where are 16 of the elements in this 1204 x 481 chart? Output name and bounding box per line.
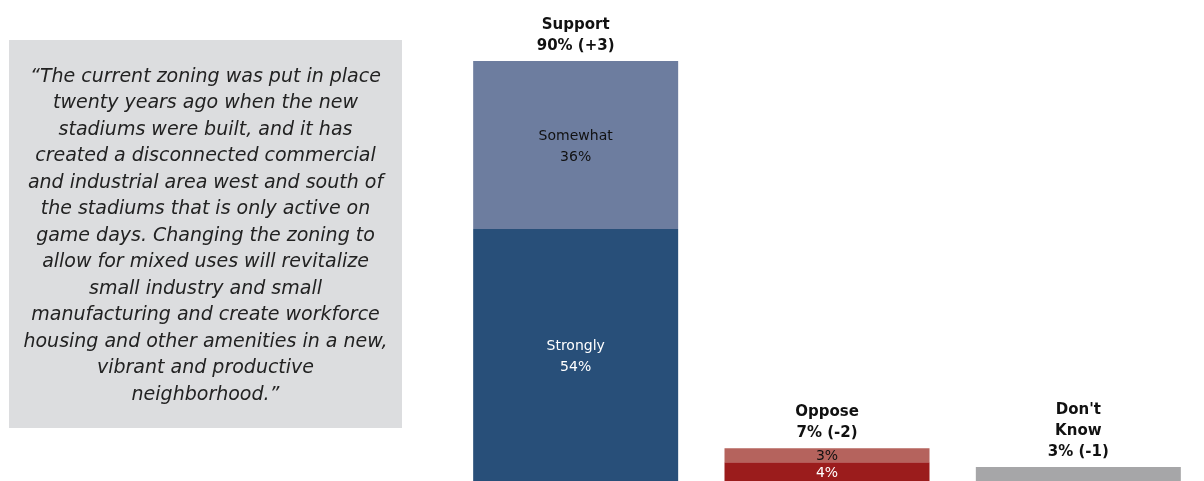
data-label: Strongly 54% (546, 336, 605, 374)
total-label: 7% (-2) (796, 422, 858, 441)
data-label: 4% (815, 463, 839, 480)
bar (473, 229, 679, 481)
x-tick-label: Oppose (795, 401, 859, 420)
bar (473, 61, 679, 229)
x-tick-label: Don't Know (1055, 399, 1102, 439)
bar (975, 467, 1181, 481)
data-label: 3% (815, 447, 839, 464)
data-label: Somewhat 36% (538, 126, 614, 164)
total-label: 3% (-1) (1047, 441, 1109, 460)
total-label: 90% (+3) (536, 35, 615, 54)
text: “The current zoning was put in place twenty years ago when the new stadiums were built, and it has created a disconnected commercial and industrial area west and south of the stadiums that is only active on game days. Changing the zoning to allow for mixed uses will revitalize small industry and small manufacturing and create workforce housing and other amenities in a new, vibrant and productive neighborhood.” (23, 63, 388, 404)
x-tick-label: Support (541, 14, 610, 33)
bar (724, 462, 930, 481)
bar (724, 448, 930, 463)
